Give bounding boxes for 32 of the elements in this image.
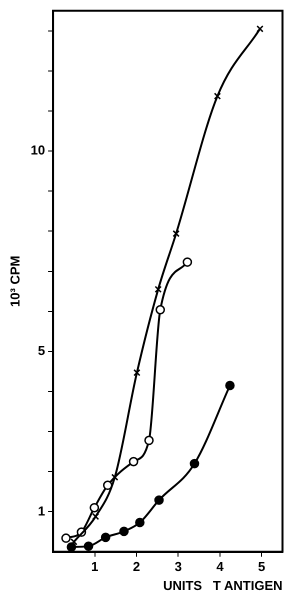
point [133, 369, 140, 376]
point [100, 532, 110, 542]
point [92, 512, 100, 520]
point [154, 286, 162, 293]
point [225, 380, 235, 390]
point [214, 92, 221, 100]
x-axis-title: UNITS T ANTIGEN [163, 578, 282, 593]
point [144, 436, 154, 446]
y-tick-label: 1 [38, 503, 46, 518]
y-axis-title: 10³ CPM [7, 256, 22, 307]
point [66, 542, 76, 552]
point [156, 305, 166, 315]
point [154, 495, 164, 505]
x-tick-label: 1 [91, 559, 98, 574]
point [90, 502, 100, 512]
point [61, 533, 71, 543]
point [172, 230, 180, 238]
x-tick-label: 2 [132, 559, 140, 574]
point [128, 456, 138, 466]
point [102, 480, 112, 490]
point [119, 526, 129, 536]
point [256, 25, 264, 32]
y-tick-label: 5 [38, 343, 46, 358]
x-tick-label: 4 [216, 559, 224, 574]
point [84, 541, 94, 551]
point [111, 474, 118, 481]
x-tick-label: 5 [258, 559, 266, 574]
point [190, 458, 200, 468]
y-tick-label: 10 [30, 142, 46, 158]
x-tick-label: 3 [174, 559, 182, 574]
point [135, 518, 145, 528]
point [182, 257, 192, 267]
